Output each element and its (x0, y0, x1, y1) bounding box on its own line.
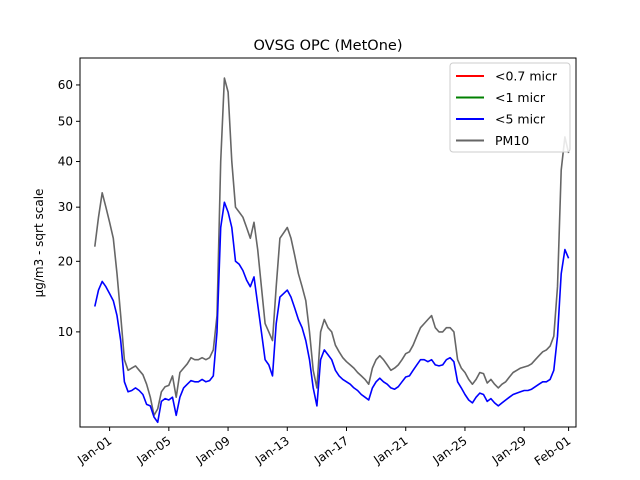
chart-title: OVSG OPC (MetOne) (254, 38, 403, 54)
legend-label: <1 micr (495, 90, 546, 105)
legend-label: <5 micr (495, 112, 546, 127)
series-line-5-micr (94, 201, 570, 424)
series-line-pm10 (94, 77, 570, 417)
y-axis: 10 20 30 40 50 60 (58, 78, 80, 339)
legend-label: PM10 (495, 133, 529, 148)
y-axis-title: µg/m3 - sqrt scale (32, 189, 46, 298)
y-tick-label: 20 (58, 254, 73, 268)
y-tick-label: 50 (58, 114, 73, 128)
y-tick-label: 60 (58, 78, 73, 92)
legend-box (449, 62, 571, 153)
y-tick-label: 40 (58, 155, 73, 169)
series-layer (94, 77, 570, 424)
y-tick-label: 10 (58, 325, 73, 339)
legend-label: <0.7 micr (495, 69, 558, 84)
plot-frame (79, 57, 577, 428)
y-tick-label: 30 (58, 200, 73, 214)
legend: <0.7 micr <1 micr <5 micr PM10 (449, 62, 571, 153)
